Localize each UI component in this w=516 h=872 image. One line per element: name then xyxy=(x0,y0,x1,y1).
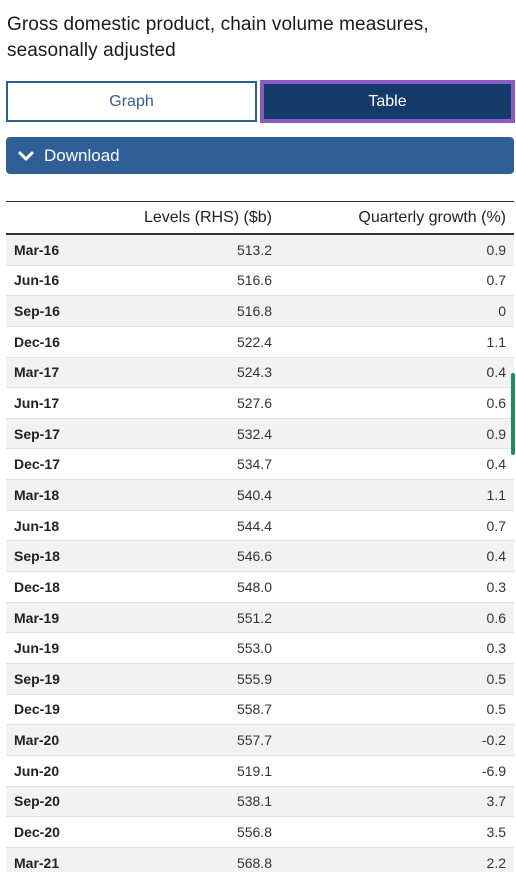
cell-growth: 0.5 xyxy=(486,670,506,687)
header-levels: Levels (RHS) ($b) xyxy=(143,208,272,226)
table-body: Mar-16 513.2 0.9 Jun-16 516.6 0.7 Sep-16 516.8 0… xyxy=(6,235,514,872)
cell-date: Sep-17 xyxy=(14,425,60,442)
table-row: Dec-16 522.4 1.1 xyxy=(6,326,514,358)
cell-date: Jun-20 xyxy=(14,762,60,779)
cell-growth: 0.6 xyxy=(486,395,506,412)
cell-growth: 3.7 xyxy=(486,793,506,810)
cell-levels: 522.4 xyxy=(236,333,272,350)
cell-date: Mar-16 xyxy=(14,241,60,258)
cell-growth: 0.9 xyxy=(486,425,506,442)
table-row: Sep-17 532.4 0.9 xyxy=(6,418,514,450)
cell-levels: 548.0 xyxy=(236,578,272,595)
cell-levels: 534.7 xyxy=(236,456,272,473)
cell-levels: 546.6 xyxy=(236,548,272,565)
table-row: Jun-16 516.6 0.7 xyxy=(6,265,514,297)
cell-date: Dec-17 xyxy=(14,456,60,473)
table-row: Sep-19 555.9 0.5 xyxy=(6,663,514,695)
table-row: Dec-19 558.7 0.5 xyxy=(6,694,514,726)
cell-levels: 519.1 xyxy=(236,762,272,779)
scroll-indicator[interactable] xyxy=(511,373,515,455)
cell-growth: -6.9 xyxy=(481,762,506,779)
cell-growth: 0.9 xyxy=(486,241,506,258)
cell-growth: 0.6 xyxy=(486,609,506,626)
cell-date: Sep-19 xyxy=(14,670,60,687)
cell-date: Mar-19 xyxy=(14,609,60,626)
table-row: Mar-16 513.2 0.9 xyxy=(6,235,514,266)
table-row: Mar-18 540.4 1.1 xyxy=(6,480,514,511)
cell-date: Dec-18 xyxy=(14,578,60,595)
view-tabs: Graph Table xyxy=(6,80,515,123)
data-table: Levels (RHS) ($b) Quarterly growth (%) M… xyxy=(6,201,514,872)
table-row: Jun-18 544.4 0.7 xyxy=(6,510,514,542)
cell-date: Jun-18 xyxy=(14,517,60,534)
cell-growth: 1.1 xyxy=(486,333,506,350)
page-title: Gross domestic product, chain volume mea… xyxy=(7,14,429,61)
cell-date: Mar-20 xyxy=(14,732,60,749)
table-row: Mar-20 557.7 -0.2 xyxy=(6,725,514,756)
cell-levels: 516.6 xyxy=(236,272,272,289)
cell-growth: 0.4 xyxy=(486,456,506,473)
cell-levels: 524.3 xyxy=(236,364,272,381)
cell-levels: 555.9 xyxy=(236,670,272,687)
header-growth: Quarterly growth (%) xyxy=(358,208,506,226)
download-button[interactable]: Download xyxy=(6,137,514,174)
cell-levels: 551.2 xyxy=(236,609,272,626)
table-row: Sep-16 516.8 0 xyxy=(6,296,514,327)
download-label: Download xyxy=(44,145,120,165)
table-row: Dec-20 556.8 3.5 xyxy=(6,817,514,848)
cell-date: Mar-21 xyxy=(14,854,60,871)
table-row: Mar-19 551.2 0.6 xyxy=(6,602,514,634)
cell-growth: 0 xyxy=(498,303,506,320)
cell-date: Mar-17 xyxy=(14,364,60,381)
cell-growth: 0.3 xyxy=(486,640,506,657)
cell-growth: 3.5 xyxy=(486,823,506,840)
table-header: Levels (RHS) ($b) Quarterly growth (%) xyxy=(6,201,514,235)
cell-date: Jun-17 xyxy=(14,395,60,412)
table-row: Mar-21 568.8 2.2 xyxy=(6,847,514,872)
cell-levels: 558.7 xyxy=(236,701,272,718)
table-row: Sep-18 546.6 0.4 xyxy=(6,541,514,573)
table-row: Dec-17 534.7 0.4 xyxy=(6,449,514,481)
cell-growth: 0.4 xyxy=(486,364,506,381)
cell-growth: 0.5 xyxy=(486,701,506,718)
cell-date: Jun-16 xyxy=(14,272,60,289)
cell-levels: 557.7 xyxy=(236,732,272,749)
table-row: Mar-17 524.3 0.4 xyxy=(6,357,514,389)
cell-growth: 0.7 xyxy=(486,272,506,289)
cell-levels: 527.6 xyxy=(236,395,272,412)
cell-date: Dec-20 xyxy=(14,823,60,840)
cell-growth: 2.2 xyxy=(486,854,506,871)
cell-levels: 532.4 xyxy=(236,425,272,442)
table-row: Sep-20 538.1 3.7 xyxy=(6,786,514,818)
cell-levels: 540.4 xyxy=(236,486,272,503)
cell-date: Sep-18 xyxy=(14,548,60,565)
cell-growth: 0.4 xyxy=(486,548,506,565)
cell-growth: 0.7 xyxy=(486,517,506,534)
cell-levels: 568.8 xyxy=(236,854,272,871)
table-row: Jun-17 527.6 0.6 xyxy=(6,388,514,419)
cell-date: Sep-16 xyxy=(14,303,60,320)
cell-levels: 538.1 xyxy=(236,793,272,810)
cell-levels: 516.8 xyxy=(236,303,272,320)
table-row: Jun-19 553.0 0.3 xyxy=(6,633,514,664)
table-row: Dec-18 548.0 0.3 xyxy=(6,572,514,603)
cell-date: Dec-16 xyxy=(14,333,60,350)
cell-date: Sep-20 xyxy=(14,793,60,810)
cell-levels: 513.2 xyxy=(236,241,272,258)
cell-levels: 553.0 xyxy=(236,640,272,657)
cell-growth: -0.2 xyxy=(481,732,506,749)
cell-date: Jun-19 xyxy=(14,640,60,657)
cell-growth: 0.3 xyxy=(486,578,506,595)
tab-graph[interactable]: Graph xyxy=(6,81,257,122)
chevron-down-icon xyxy=(18,151,34,160)
tab-table[interactable]: Table xyxy=(260,80,515,123)
cell-levels: 556.8 xyxy=(236,823,272,840)
cell-date: Mar-18 xyxy=(14,486,60,503)
cell-date: Dec-19 xyxy=(14,701,60,718)
cell-growth: 1.1 xyxy=(486,486,506,503)
cell-levels: 544.4 xyxy=(236,517,272,534)
table-row: Jun-20 519.1 -6.9 xyxy=(6,755,514,787)
